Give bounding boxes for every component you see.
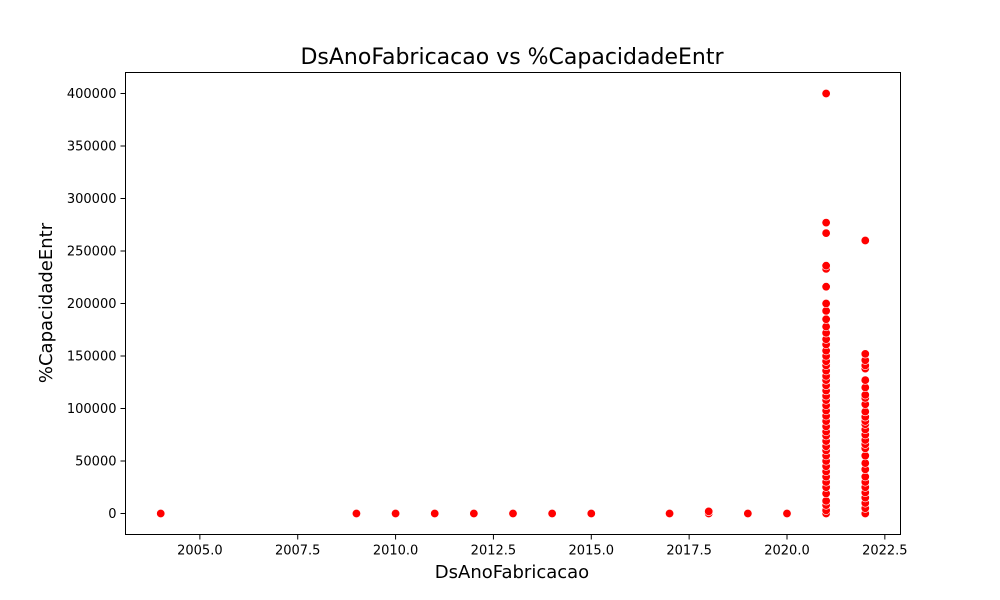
data-point [547, 508, 557, 518]
data-point [156, 508, 166, 518]
y-tick-label: 250000 [67, 245, 117, 260]
y-tick-label: 0 [108, 507, 116, 522]
plot-frame [125, 72, 901, 535]
x-tick-label: 2015.0 [569, 544, 615, 559]
y-tick-label: 100000 [67, 402, 117, 417]
data-point [704, 506, 714, 516]
data-point [586, 508, 596, 518]
x-tick-label: 2017.5 [666, 544, 712, 559]
chart-title: DsAnoFabricacao vs %CapacidadeEntr [300, 45, 724, 70]
data-point [508, 508, 518, 518]
data-point [351, 508, 361, 518]
data-point [821, 314, 831, 324]
data-point [430, 508, 440, 518]
data-point [665, 508, 675, 518]
x-tick-label: 2010.0 [373, 544, 419, 559]
y-tick-label: 50000 [75, 455, 116, 470]
data-point [743, 508, 753, 518]
x-tick-label: 2005.0 [177, 544, 223, 559]
data-point [821, 218, 831, 228]
data-point [821, 228, 831, 238]
x-tick-label: 2022.5 [862, 544, 908, 559]
y-tick-label: 200000 [67, 297, 117, 312]
y-axis: 0 50000 100000 150000 200000 250000 300000 3500… [67, 87, 126, 522]
data-point [821, 89, 831, 99]
x-axis: 2005.0 2007.5 2010.0 2012.5 2015.0 2017.5 2020… [177, 534, 908, 559]
data-points [156, 89, 870, 518]
data-point [782, 508, 792, 518]
data-point [860, 349, 870, 359]
data-point [821, 282, 831, 292]
y-axis-label: %CapacidadeEntr [36, 222, 57, 383]
x-tick-label: 2020.0 [764, 544, 810, 559]
data-point [821, 261, 831, 271]
y-tick-label: 350000 [67, 140, 117, 155]
y-tick-label: 150000 [67, 350, 117, 365]
data-point [860, 236, 870, 246]
data-point [391, 508, 401, 518]
y-tick-label: 300000 [67, 192, 117, 207]
x-tick-label: 2012.5 [471, 544, 517, 559]
data-point [860, 375, 870, 385]
y-tick-label: 400000 [67, 87, 117, 102]
data-point [821, 298, 831, 308]
x-axis-label: DsAnoFabricacao [435, 562, 589, 583]
data-point [469, 508, 479, 518]
x-tick-label: 2007.5 [275, 544, 321, 559]
